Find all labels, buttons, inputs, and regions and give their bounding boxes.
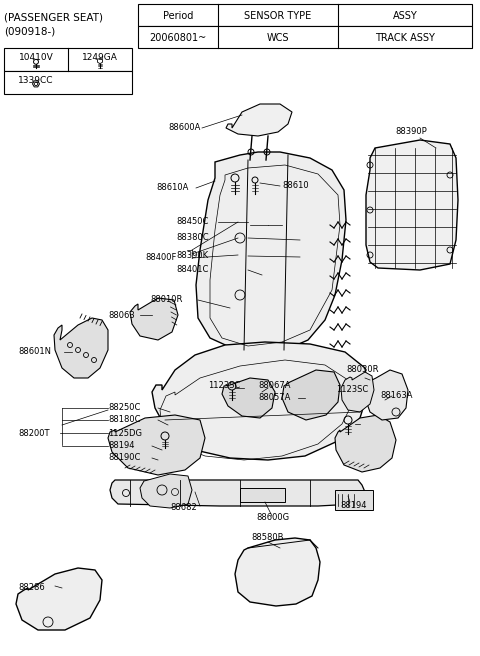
Text: 88286: 88286 [18, 583, 45, 592]
Text: 88194: 88194 [340, 501, 367, 510]
Polygon shape [226, 104, 292, 136]
Text: 88067A: 88067A [258, 380, 290, 390]
Text: (PASSENGER SEAT): (PASSENGER SEAT) [4, 13, 103, 23]
Text: Period: Period [163, 11, 193, 21]
Text: 1123SC: 1123SC [208, 380, 240, 390]
Bar [4, 48, 132, 71]
Text: 88401C: 88401C [176, 266, 208, 274]
Text: 88682: 88682 [170, 504, 197, 512]
Text: 88450C: 88450C [176, 218, 208, 226]
Text: 88200T: 88200T [18, 428, 49, 438]
Polygon shape [282, 370, 340, 420]
Text: 88030R: 88030R [346, 365, 379, 375]
Text: 1125DG: 1125DG [108, 428, 142, 438]
Text: 88610A: 88610A [156, 184, 188, 192]
Polygon shape [152, 342, 368, 460]
Text: 1123SC: 1123SC [336, 386, 368, 394]
Text: 88601N: 88601N [18, 348, 51, 356]
Polygon shape [108, 415, 205, 475]
Polygon shape [365, 370, 408, 420]
Text: 88390K: 88390K [176, 251, 208, 260]
Bar [4, 71, 132, 94]
Polygon shape [110, 480, 365, 506]
Text: TRACK ASSY: TRACK ASSY [375, 33, 435, 43]
Bar [138, 4, 472, 26]
Text: WCS: WCS [267, 33, 289, 43]
Polygon shape [54, 318, 108, 378]
Text: 88010R: 88010R [150, 295, 182, 304]
Polygon shape [140, 474, 192, 508]
Bar [335, 490, 373, 510]
Text: 88180C: 88180C [108, 415, 141, 424]
Text: 20060801~: 20060801~ [149, 33, 206, 43]
Polygon shape [335, 415, 396, 472]
Text: 88057A: 88057A [258, 394, 290, 403]
Text: 88390P: 88390P [395, 127, 427, 136]
Text: 88190C: 88190C [108, 453, 140, 462]
Text: 88580B: 88580B [252, 533, 284, 543]
Bar [240, 488, 285, 502]
Text: 88163A: 88163A [380, 392, 412, 401]
Text: ASSY: ASSY [393, 11, 418, 21]
Text: SENSOR TYPE: SENSOR TYPE [244, 11, 312, 21]
Polygon shape [130, 298, 178, 340]
Text: 1339CC: 1339CC [18, 76, 54, 85]
Polygon shape [196, 152, 346, 352]
Text: 88380C: 88380C [176, 234, 209, 243]
Polygon shape [16, 568, 102, 630]
Text: (090918-): (090918-) [4, 26, 55, 36]
Polygon shape [341, 372, 374, 412]
Text: 88600G: 88600G [256, 514, 289, 522]
Text: 10410V: 10410V [19, 53, 53, 62]
Text: 88063: 88063 [108, 310, 135, 319]
Text: 88600A: 88600A [168, 123, 200, 133]
Text: 88194: 88194 [108, 441, 134, 451]
Bar [138, 26, 472, 48]
Text: 88400F: 88400F [145, 253, 176, 262]
Text: 88610: 88610 [282, 182, 309, 190]
Text: 1249GA: 1249GA [82, 53, 118, 62]
Polygon shape [235, 538, 320, 606]
Polygon shape [222, 378, 275, 418]
Polygon shape [366, 140, 458, 270]
Text: 88250C: 88250C [108, 403, 140, 413]
